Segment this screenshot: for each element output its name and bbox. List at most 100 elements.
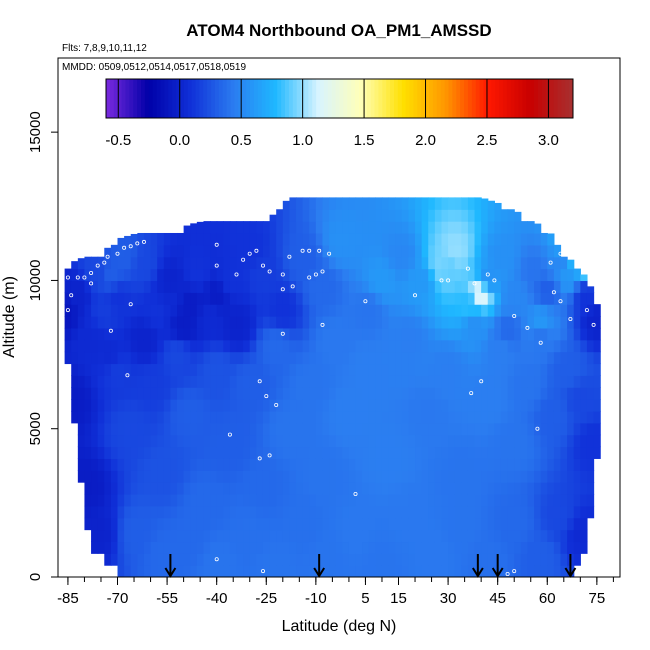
heatmap-cell bbox=[203, 292, 211, 305]
heatmap-cell bbox=[302, 292, 310, 305]
heatmap-cell bbox=[348, 316, 357, 329]
heatmap-cell bbox=[289, 505, 297, 519]
heatmap-cell bbox=[170, 327, 178, 341]
heatmap-cell bbox=[494, 339, 502, 353]
heatmap-cell bbox=[262, 482, 271, 495]
heatmap-cell bbox=[289, 280, 297, 293]
heatmap-cell bbox=[183, 541, 191, 554]
heatmap-cell bbox=[124, 517, 132, 531]
heatmap-cell bbox=[500, 375, 509, 388]
flight-arrow-head bbox=[471, 567, 484, 578]
heatmap-cell bbox=[560, 387, 568, 400]
heatmap-cell bbox=[256, 244, 264, 258]
heatmap-cell bbox=[104, 268, 112, 282]
heatmap-cell bbox=[110, 541, 119, 554]
heatmap-cell bbox=[580, 458, 588, 471]
heatmap-cell bbox=[177, 232, 185, 246]
heatmap-cell bbox=[269, 244, 277, 258]
heatmap-cell bbox=[573, 410, 581, 424]
heatmap-cell bbox=[289, 209, 297, 222]
heatmap-cell bbox=[342, 529, 350, 543]
heatmap-cell bbox=[203, 505, 211, 519]
heatmap-cell bbox=[441, 304, 449, 317]
x-tick-label: 30 bbox=[440, 590, 457, 607]
heatmap-cell bbox=[143, 529, 152, 543]
heatmap-cell bbox=[474, 304, 482, 317]
heatmap-cell bbox=[593, 375, 601, 388]
heatmap-cell bbox=[84, 280, 92, 293]
heatmap-cell bbox=[249, 529, 257, 543]
heatmap-cell bbox=[388, 316, 396, 329]
heatmap-cell bbox=[474, 363, 482, 376]
heatmap-cell bbox=[527, 304, 535, 317]
colorbar-segment bbox=[312, 79, 317, 118]
heatmap-cell bbox=[302, 221, 310, 234]
heatmap-cell bbox=[421, 280, 429, 293]
heatmap-cell bbox=[210, 470, 218, 483]
heatmap-cell bbox=[375, 422, 383, 436]
colorbar-segment bbox=[483, 79, 488, 118]
heatmap-cell bbox=[567, 529, 575, 543]
heatmap-cell bbox=[269, 529, 277, 543]
heatmap-cell bbox=[448, 197, 456, 210]
sample-marker bbox=[412, 293, 417, 298]
heatmap-cell bbox=[553, 434, 562, 448]
heatmap-cell bbox=[282, 316, 291, 329]
heatmap-cell bbox=[203, 458, 211, 471]
heatmap-cell bbox=[415, 517, 423, 531]
heatmap-cell bbox=[534, 470, 542, 483]
heatmap-cell bbox=[487, 221, 495, 234]
heatmap-cell bbox=[170, 387, 178, 400]
heatmap-cell bbox=[434, 541, 443, 554]
heatmap-cell bbox=[124, 529, 132, 543]
heatmap-cell bbox=[329, 304, 337, 317]
heatmap-cell bbox=[540, 422, 548, 436]
heatmap-cell bbox=[236, 268, 244, 282]
heatmap-cell bbox=[196, 232, 205, 246]
colorbar-segment bbox=[506, 79, 512, 118]
heatmap-cell bbox=[296, 244, 304, 258]
heatmap-cell bbox=[467, 268, 476, 282]
heatmap-cell bbox=[203, 316, 211, 329]
heatmap-cell bbox=[309, 268, 317, 282]
heatmap-cell bbox=[243, 244, 251, 258]
heatmap-cell bbox=[547, 268, 555, 282]
heatmap-cell bbox=[342, 268, 350, 282]
heatmap-cell bbox=[110, 422, 119, 436]
heatmap-cell bbox=[381, 304, 390, 317]
heatmap-cell bbox=[150, 256, 158, 270]
heatmap-cell bbox=[177, 422, 185, 436]
heatmap-cell bbox=[500, 493, 509, 507]
heatmap-cell bbox=[395, 327, 403, 341]
heatmap-cell bbox=[514, 553, 522, 566]
heatmap-cell bbox=[223, 505, 231, 519]
heatmap-cell bbox=[157, 375, 165, 388]
heatmap-cell bbox=[448, 446, 456, 459]
heatmap-cell bbox=[500, 470, 509, 483]
heatmap-cell bbox=[375, 339, 383, 353]
heatmap-cell bbox=[461, 387, 469, 400]
heatmap-cell bbox=[527, 505, 535, 519]
heatmap-cell bbox=[461, 280, 469, 293]
heatmap-cell bbox=[567, 470, 575, 483]
heatmap-cell bbox=[441, 232, 449, 246]
heatmap-cell bbox=[401, 221, 410, 234]
heatmap-cell bbox=[342, 304, 350, 317]
heatmap-cell bbox=[236, 422, 244, 436]
heatmap-cell bbox=[322, 565, 330, 577]
heatmap-cell bbox=[500, 292, 509, 305]
heatmap-cell bbox=[177, 529, 185, 543]
colorbar-segment bbox=[117, 79, 123, 118]
x-tick-label: -40 bbox=[206, 590, 228, 607]
heatmap-cell bbox=[580, 482, 588, 495]
heatmap-cell bbox=[401, 482, 410, 495]
colorbar-segment bbox=[510, 79, 516, 118]
heatmap-cell bbox=[348, 470, 357, 483]
heatmap-cell bbox=[580, 280, 588, 293]
heatmap-cell bbox=[368, 363, 376, 376]
heatmap-cell bbox=[249, 517, 257, 531]
heatmap-cell bbox=[441, 565, 449, 577]
heatmap-cell bbox=[229, 434, 238, 448]
heatmap-cell bbox=[448, 482, 456, 495]
heatmap-cell bbox=[170, 363, 178, 376]
